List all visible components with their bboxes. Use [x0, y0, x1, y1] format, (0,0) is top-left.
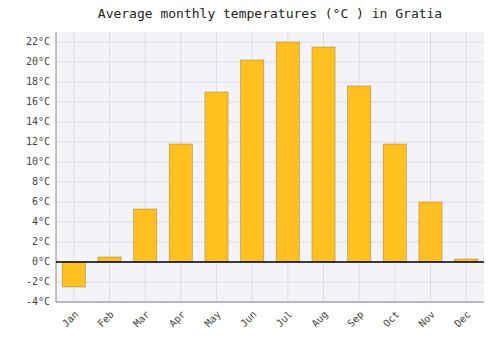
- chart: Average monthly temperatures (°C ) in Gr…: [0, 0, 500, 350]
- y-tick-label: 6°C: [32, 196, 50, 207]
- grid-line: [56, 262, 484, 263]
- y-tick-label: 2°C: [32, 236, 50, 247]
- bar: [419, 202, 442, 262]
- bar: [276, 42, 299, 262]
- y-tick-label: 14°C: [26, 116, 50, 127]
- x-tick-label: Apr: [167, 309, 188, 330]
- x-tick-label: Sep: [345, 309, 366, 330]
- y-tick-label: 8°C: [32, 176, 50, 187]
- y-tick-label: 4°C: [32, 216, 50, 227]
- x-tick-label: May: [202, 309, 223, 330]
- grid-line: [56, 102, 484, 103]
- grid-line: [56, 62, 484, 63]
- axes: -4°C -2°C 0°C 2°C 4°C 6°C 8°C 10°C 12°C 14°C 16°C 1…: [26, 32, 484, 329]
- x-tick-label: Jan: [60, 309, 81, 330]
- x-tick-label: Feb: [95, 309, 116, 330]
- x-tick-label: Jun: [238, 309, 259, 330]
- x-tick-label: Jul: [274, 309, 295, 330]
- bar: [348, 86, 371, 262]
- plot-background: [56, 32, 484, 302]
- x-tick-label: Oct: [381, 309, 402, 330]
- grid-line: [56, 42, 484, 43]
- bar: [134, 209, 157, 262]
- bars: [62, 42, 478, 287]
- y-tick-label: 18°C: [26, 76, 50, 87]
- bar: [383, 144, 406, 262]
- x-tick-label: Nov: [416, 309, 437, 330]
- x-tick-label: Aug: [309, 309, 330, 330]
- y-tick-label: 10°C: [26, 156, 50, 167]
- zero-line: [56, 261, 484, 263]
- grid-line: [56, 302, 484, 303]
- x-tick-label: Mar: [131, 309, 152, 330]
- y-tick-label: -4°C: [26, 296, 50, 307]
- grid-line: [56, 122, 484, 123]
- y-tick-label: 22°C: [26, 36, 50, 47]
- grid-line: [56, 182, 484, 183]
- grid-line: [56, 82, 484, 83]
- bar: [62, 262, 85, 287]
- grid-line: [56, 142, 484, 143]
- bar: [312, 47, 335, 262]
- title: Average monthly temperatures (°C ) in Gr…: [98, 6, 442, 21]
- bar: [169, 144, 192, 262]
- bar: [205, 92, 228, 262]
- bar: [241, 60, 264, 262]
- y-tick-label: 16°C: [26, 96, 50, 107]
- y-tick-label: -2°C: [26, 276, 50, 287]
- grid-line: [56, 162, 484, 163]
- chart-container: Average monthly temperatures (°C ) in Gr…: [0, 0, 500, 350]
- y-tick-label: 0°C: [32, 256, 50, 267]
- x-axis-line: [56, 302, 484, 303]
- y-tick-label: 12°C: [26, 136, 50, 147]
- y-tick-label: 20°C: [26, 56, 50, 67]
- x-tick-label: Dec: [452, 309, 473, 330]
- grid-line: [56, 282, 484, 283]
- grid: [56, 32, 484, 302]
